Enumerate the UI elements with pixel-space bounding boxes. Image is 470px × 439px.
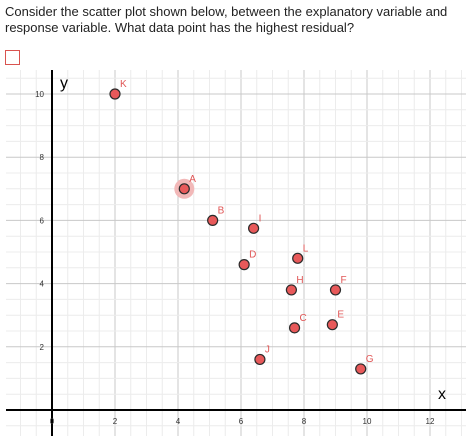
point-label-c: C (300, 313, 307, 324)
point-label-f: F (341, 275, 347, 286)
data-point-e[interactable] (326, 319, 338, 331)
point-label-a: A (189, 174, 196, 185)
data-point-a[interactable] (178, 183, 190, 195)
tick-labels: 0 2 4 6 8 10 12 2 4 6 8 10 (35, 90, 435, 426)
question-text: Consider the scatter plot shown below, b… (5, 4, 448, 35)
data-point-k[interactable] (109, 88, 121, 100)
grid (6, 70, 466, 436)
point-label-b: B (218, 205, 225, 216)
y-tick-label: 2 (40, 343, 45, 352)
y-tick-label: 10 (35, 90, 44, 99)
data-point-g[interactable] (355, 363, 367, 375)
data-point-d[interactable] (238, 259, 250, 271)
answer-checkbox[interactable] (5, 50, 20, 65)
point-label-j: J (265, 344, 270, 355)
x-tick-label: 12 (426, 417, 435, 426)
data-point-l[interactable] (292, 252, 304, 264)
point-label-e: E (337, 310, 344, 321)
data-point-j[interactable] (254, 353, 266, 366)
data-point-f[interactable] (329, 284, 342, 296)
y-tick-label: 4 (40, 280, 45, 289)
data-points: K A B I D L H F C E J G (109, 79, 374, 375)
data-point-i[interactable] (248, 222, 260, 234)
point-label-k: K (120, 79, 127, 90)
point-label-i: I (259, 213, 262, 224)
y-axis-label: y (60, 75, 68, 92)
x-tick-label: 10 (363, 417, 372, 426)
y-tick-label: 6 (40, 216, 45, 225)
x-tick-label: 8 (302, 417, 307, 426)
data-point-h[interactable] (285, 284, 297, 296)
y-tick-label: 8 (40, 153, 45, 162)
axes (6, 70, 466, 436)
point-label-h: H (296, 275, 303, 286)
point-label-g: G (366, 354, 374, 365)
x-tick-label: 4 (176, 417, 181, 426)
x-axis-label: x (438, 386, 446, 403)
data-point-b[interactable] (207, 214, 219, 226)
x-tick-label: 6 (239, 417, 244, 426)
point-label-l: L (303, 243, 309, 254)
point-label-d: D (249, 250, 256, 261)
data-point-c[interactable] (288, 322, 301, 334)
x-tick-label: 0 (50, 417, 55, 426)
x-tick-label: 2 (113, 417, 118, 426)
